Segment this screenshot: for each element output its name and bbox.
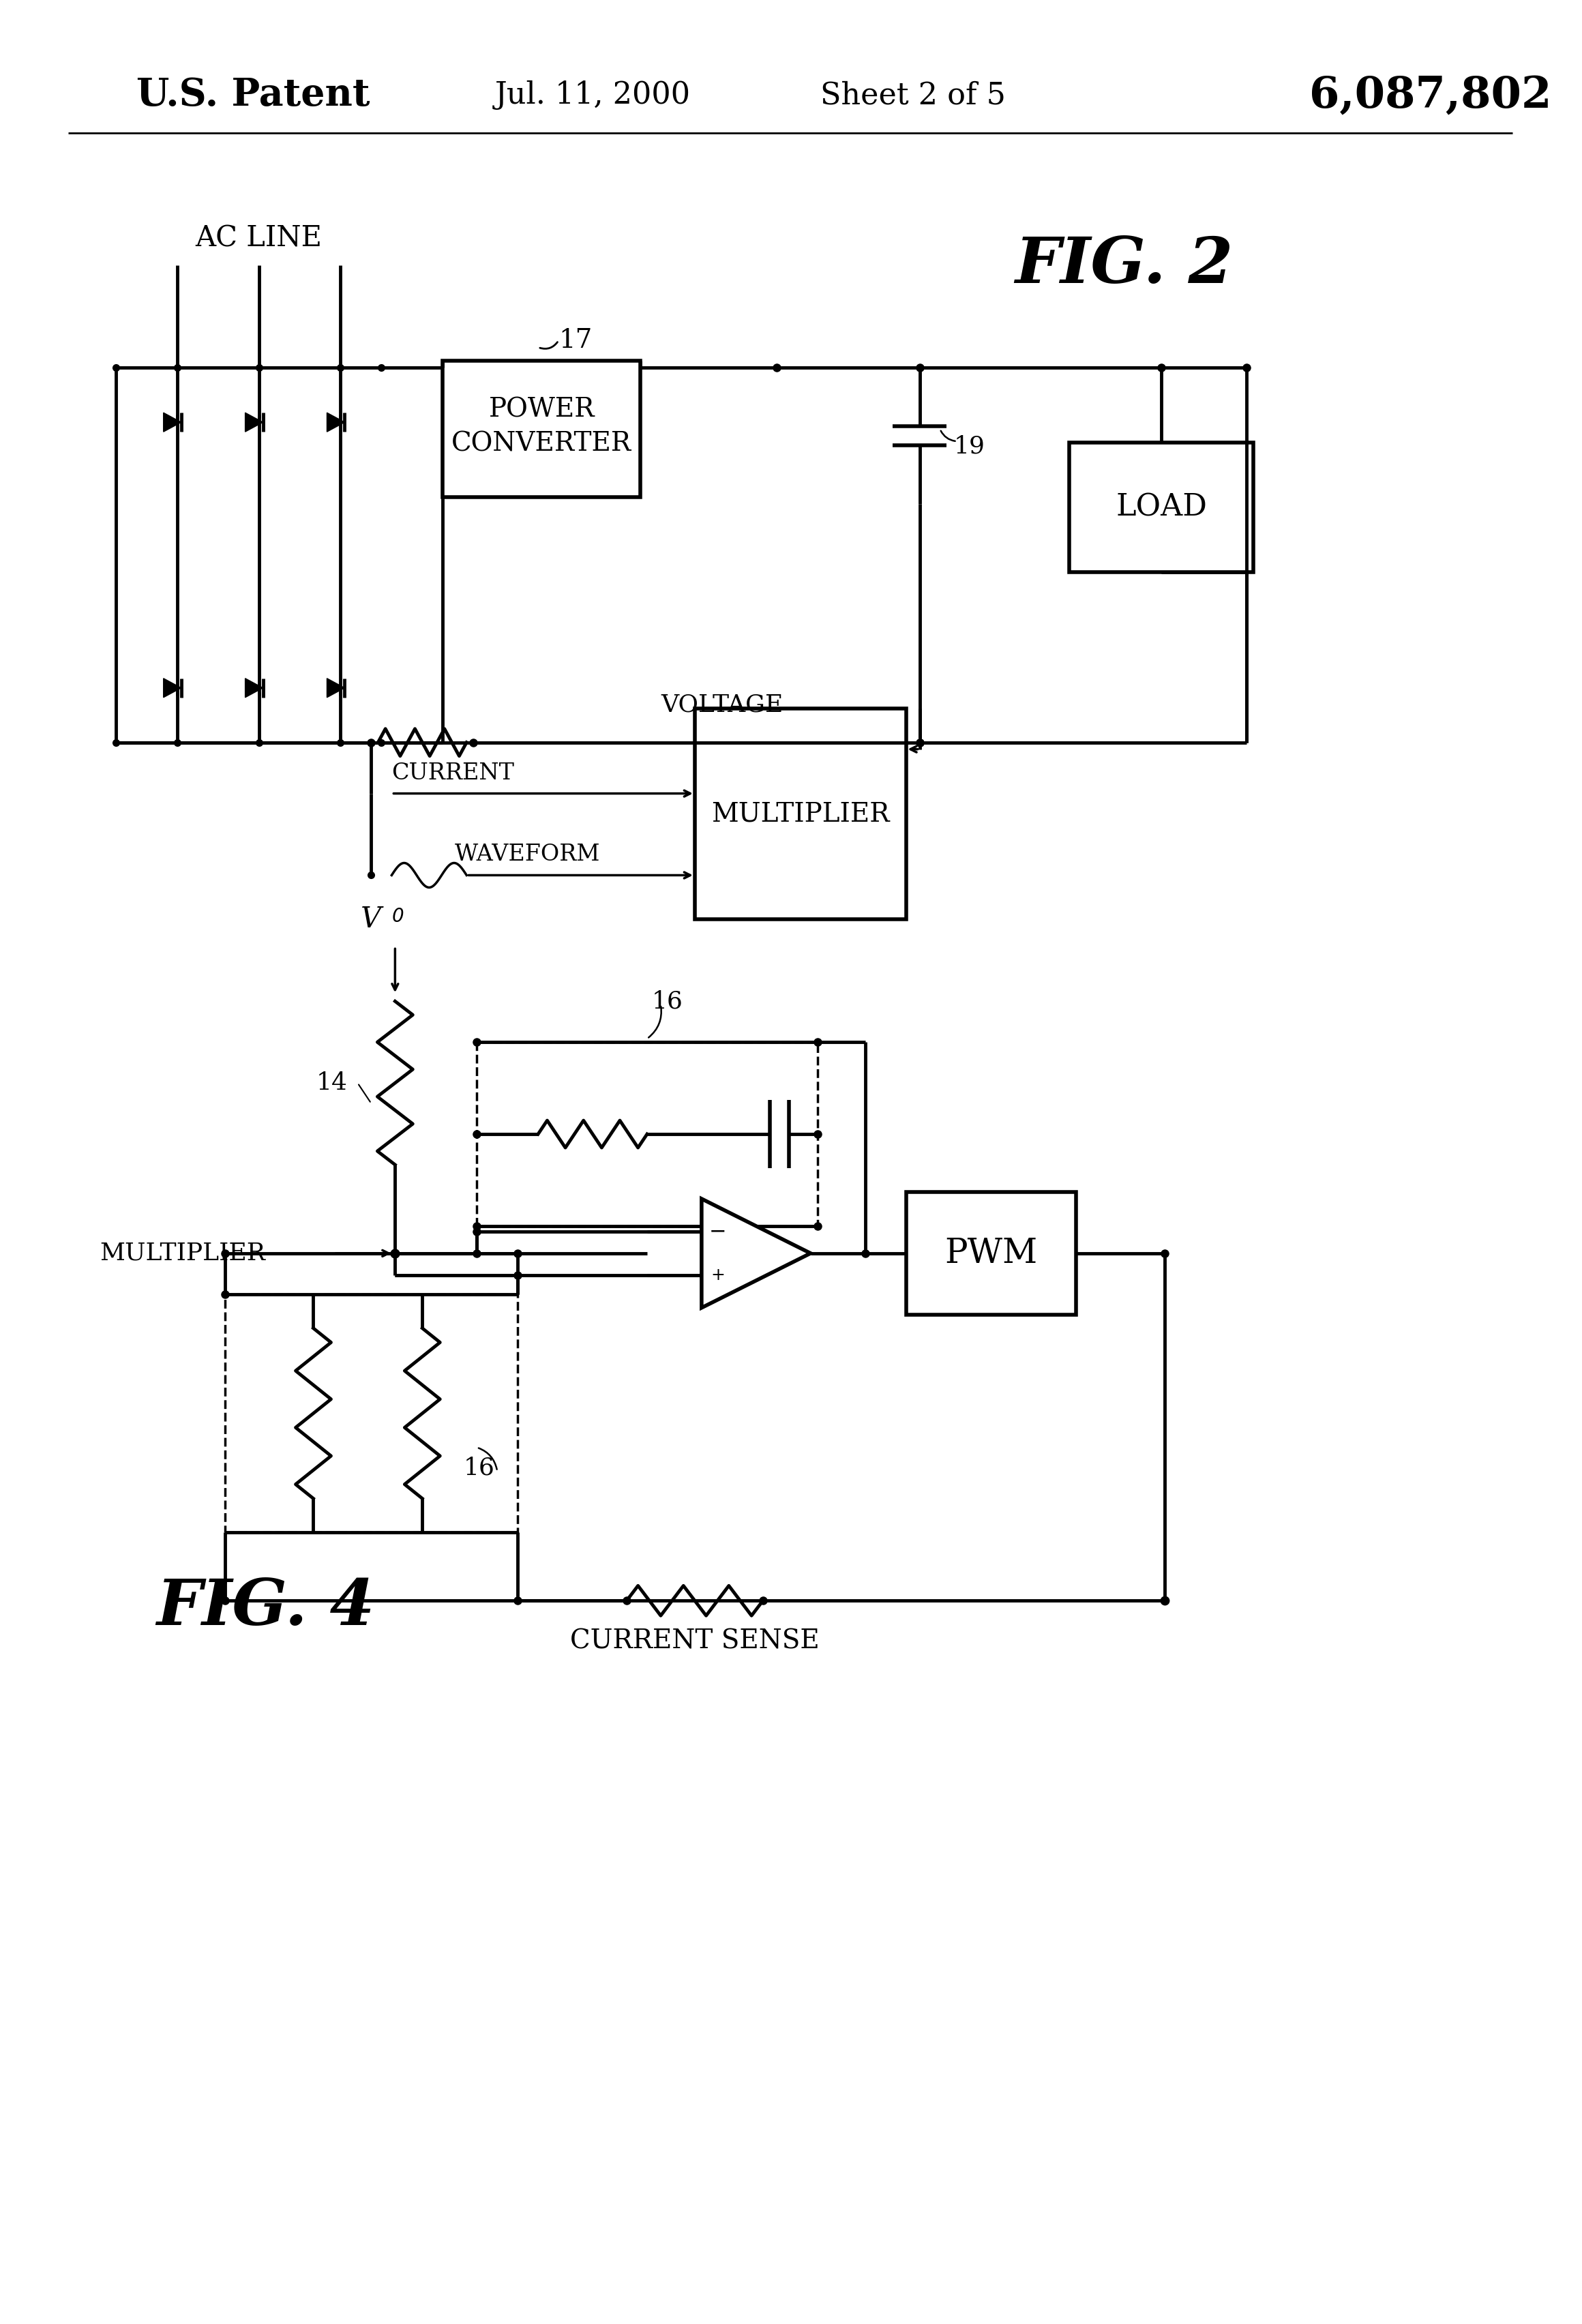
Text: CURRENT: CURRENT bbox=[392, 762, 514, 783]
Text: LOAD: LOAD bbox=[1115, 493, 1207, 523]
Polygon shape bbox=[163, 414, 182, 432]
Text: 0: 0 bbox=[392, 906, 403, 927]
Polygon shape bbox=[701, 1199, 810, 1308]
Polygon shape bbox=[327, 414, 345, 432]
Text: VOLTAGE: VOLTAGE bbox=[661, 693, 783, 716]
Text: Jul. 11, 2000: Jul. 11, 2000 bbox=[495, 81, 690, 109]
Text: CURRENT SENSE: CURRENT SENSE bbox=[570, 1629, 819, 1655]
Text: POWER: POWER bbox=[489, 397, 595, 423]
Bar bbox=[694, 709, 906, 920]
Text: U.S. Patent: U.S. Patent bbox=[136, 77, 370, 114]
Polygon shape bbox=[163, 679, 182, 697]
Text: +: + bbox=[710, 1267, 725, 1283]
Text: V: V bbox=[361, 904, 381, 934]
Bar bbox=[906, 1192, 1076, 1315]
Text: FIG. 2: FIG. 2 bbox=[1014, 235, 1232, 295]
Text: −: − bbox=[709, 1222, 726, 1241]
Text: MULTIPLIER: MULTIPLIER bbox=[712, 802, 889, 827]
Text: MULTIPLIER: MULTIPLIER bbox=[100, 1241, 266, 1264]
Text: 19: 19 bbox=[954, 435, 986, 458]
Text: 6,087,802: 6,087,802 bbox=[1310, 74, 1552, 116]
Text: 14: 14 bbox=[316, 1071, 348, 1095]
Polygon shape bbox=[245, 414, 263, 432]
Text: CONVERTER: CONVERTER bbox=[451, 432, 631, 456]
Polygon shape bbox=[327, 679, 345, 697]
Bar bbox=[443, 360, 641, 497]
Text: FIG. 4: FIG. 4 bbox=[157, 1576, 375, 1638]
Text: 17: 17 bbox=[558, 328, 592, 353]
Bar bbox=[1069, 442, 1253, 572]
Text: 16: 16 bbox=[464, 1457, 495, 1480]
Bar bbox=[476, 1041, 818, 1227]
Text: 16: 16 bbox=[652, 990, 683, 1013]
Text: WAVEFORM: WAVEFORM bbox=[456, 844, 601, 867]
Text: Sheet 2 of 5: Sheet 2 of 5 bbox=[819, 81, 1006, 109]
Polygon shape bbox=[245, 679, 263, 697]
Text: AC LINE: AC LINE bbox=[196, 223, 323, 253]
Bar bbox=[225, 1294, 517, 1532]
Text: PWM: PWM bbox=[944, 1236, 1038, 1271]
